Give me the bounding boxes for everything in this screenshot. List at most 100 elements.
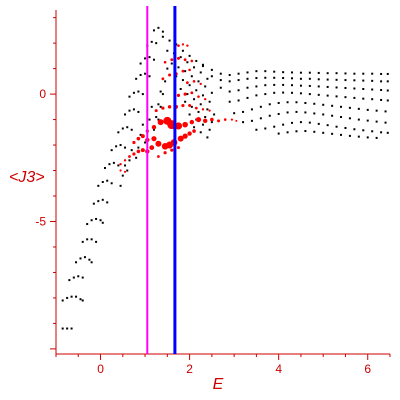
black-data-point: [344, 86, 347, 89]
black-data-point: [237, 72, 240, 75]
black-data-point: [121, 174, 124, 177]
red-data-point: [132, 152, 136, 156]
black-data-point: [348, 106, 351, 109]
black-data-point: [150, 40, 153, 43]
black-data-point: [295, 130, 298, 133]
black-data-point: [186, 61, 189, 64]
black-data-point: [331, 104, 334, 107]
black-data-point: [353, 128, 356, 131]
red-data-point: [177, 44, 180, 47]
black-data-point: [386, 80, 389, 83]
black-data-point: [322, 113, 325, 116]
black-data-point: [152, 58, 155, 61]
black-data-point: [83, 256, 86, 259]
black-data-point: [90, 238, 93, 241]
red-data-point: [235, 119, 238, 122]
black-data-point: [335, 72, 338, 75]
black-data-point: [219, 86, 222, 89]
black-data-point: [237, 89, 240, 92]
red-data-point: [157, 119, 164, 126]
black-data-point: [277, 132, 280, 135]
red-data-point: [186, 44, 189, 47]
black-data-point: [291, 91, 294, 94]
black-data-point: [159, 105, 162, 108]
black-data-point: [375, 109, 378, 112]
black-data-point: [184, 100, 187, 103]
black-data-point: [286, 131, 289, 134]
black-data-point: [186, 93, 189, 96]
black-data-point: [179, 56, 182, 59]
black-data-point: [90, 261, 93, 264]
black-data-point: [246, 86, 249, 89]
black-data-point: [161, 30, 164, 33]
black-data-point: [255, 85, 258, 88]
red-data-point: [194, 106, 198, 110]
red-data-point: [203, 97, 207, 101]
black-data-point: [264, 93, 267, 96]
black-data-point: [335, 95, 338, 98]
black-data-point: [137, 90, 140, 93]
black-data-point: [190, 75, 193, 78]
black-data-point: [168, 39, 171, 42]
black-data-point: [197, 110, 200, 113]
red-data-point: [190, 91, 194, 95]
black-data-point: [68, 279, 71, 282]
black-data-point: [250, 108, 253, 111]
black-data-point: [322, 131, 325, 134]
x-axis-title: E: [213, 376, 224, 393]
red-data-point: [208, 109, 211, 112]
black-data-point: [362, 72, 365, 75]
black-data-point: [264, 84, 267, 87]
black-data-point: [371, 88, 374, 91]
red-data-point: [185, 81, 189, 85]
black-data-point: [255, 94, 258, 97]
black-data-point: [66, 327, 69, 330]
red-data-point: [230, 118, 234, 121]
black-data-point: [130, 128, 133, 131]
black-data-point: [380, 98, 383, 101]
black-data-point: [135, 156, 138, 159]
black-data-point: [117, 131, 120, 134]
red-data-point: [192, 129, 196, 133]
black-data-point: [130, 149, 133, 152]
black-data-point: [193, 126, 196, 129]
red-data-point: [189, 119, 195, 125]
red-data-point: [187, 131, 192, 136]
red-data-point: [154, 109, 158, 113]
black-data-point: [79, 298, 82, 301]
black-data-point: [95, 217, 98, 220]
black-data-point: [72, 276, 75, 279]
black-data-point: [326, 124, 329, 127]
black-data-point: [299, 71, 302, 74]
black-data-point: [199, 131, 202, 134]
red-data-point: [167, 105, 172, 109]
black-data-point: [61, 327, 64, 330]
red-data-point: [170, 58, 174, 62]
black-data-point: [331, 132, 334, 135]
black-data-point: [255, 77, 258, 80]
black-data-point: [268, 103, 271, 106]
black-data-point: [86, 223, 89, 226]
black-data-point: [371, 98, 374, 101]
red-data-point: [176, 146, 180, 150]
black-data-point: [291, 71, 294, 74]
black-data-point: [233, 112, 236, 115]
black-data-point: [386, 99, 389, 102]
black-data-point: [141, 123, 144, 126]
black-data-point: [228, 100, 231, 103]
black-data-point: [331, 114, 334, 117]
black-data-point: [90, 219, 93, 222]
red-data-point: [195, 116, 202, 123]
red-data-point: [182, 133, 188, 139]
red-data-point: [132, 140, 136, 145]
black-data-point: [155, 42, 158, 45]
black-data-point: [299, 84, 302, 87]
black-data-point: [199, 71, 202, 74]
black-data-point: [190, 105, 193, 108]
red-data-point: [177, 135, 184, 142]
black-data-point: [366, 108, 369, 111]
black-data-point: [277, 112, 280, 115]
black-data-point: [124, 146, 127, 149]
black-data-point: [273, 76, 276, 79]
black-data-point: [166, 49, 169, 52]
